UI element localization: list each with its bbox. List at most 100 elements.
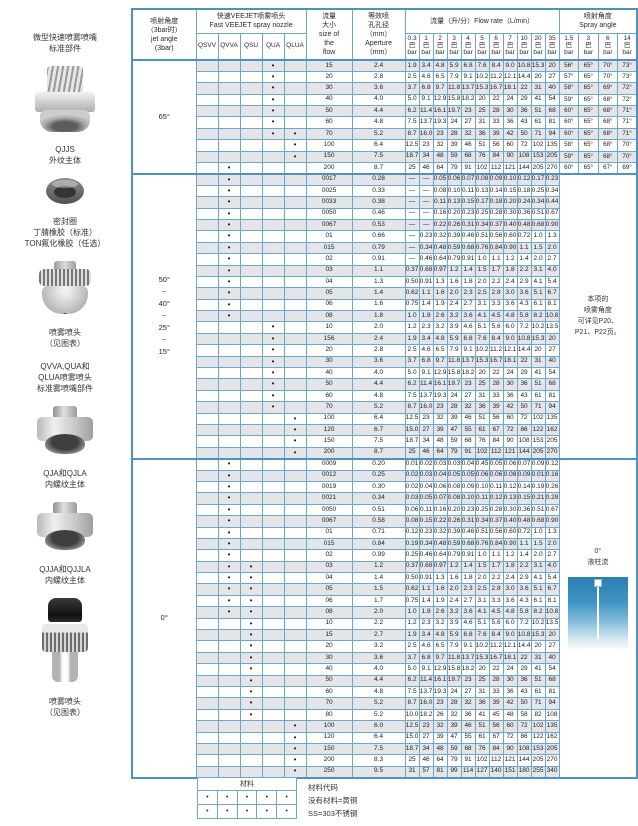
table-row: • 70 5.2 8.7 16.0 23 28 32 36 39 42 50 71 94 — [132, 401, 637, 414]
flow-rate-cell: 6.5 — [432, 70, 448, 84]
flow-rate-cell: 2.2 — [488, 572, 504, 585]
dot-cell: • — [261, 344, 285, 357]
flow-rate-cell: 0.72 — [516, 526, 532, 539]
flow-rate-cell: 13.5 — [544, 617, 560, 631]
flow-rate-cell: 2.5 — [404, 70, 420, 84]
flow-rate-cell: 81 — [544, 116, 560, 129]
aperture-cell: 4.8 — [351, 389, 406, 403]
dot-cell — [217, 412, 241, 426]
flow-rate-cell: 32 — [460, 401, 476, 414]
flow-rate-cell: 6.2 — [404, 378, 420, 391]
dot-cell — [283, 492, 307, 505]
image-layer — [53, 502, 77, 515]
dot-cell: • — [217, 241, 241, 255]
image-layer — [52, 180, 78, 188]
flow-rate-cell: 4.6 — [418, 344, 434, 357]
flow-rate-cell: 2.5 — [474, 287, 490, 300]
table-row: • 06 1.6 0.75 1.4 1.9 2.4 2.7 3.1 3.3 3.6 4.3 6.1 8.1 — [132, 298, 637, 312]
flow-rate-cell: 0.75 — [404, 594, 420, 608]
dot-cell — [261, 230, 285, 243]
flow-rate-cell: 25 — [474, 674, 490, 688]
flow-rate-cell: 15.3 — [530, 332, 546, 346]
dot-cell — [283, 480, 307, 494]
flow-rate-cell: 84 — [488, 742, 504, 756]
flow-rate-cell: 27 — [460, 116, 476, 129]
flow-rate-cell: 2.4 — [446, 298, 462, 312]
flow-rate-cell: 2.7 — [460, 298, 476, 312]
flow-rate-cell: 0.37 — [404, 560, 420, 574]
flow-rate-cell: 205 — [530, 754, 546, 767]
dot-cell — [195, 572, 219, 585]
dot-cell — [261, 742, 285, 756]
dot-cell — [217, 105, 241, 118]
dot-cell — [217, 378, 241, 391]
flow-rate-cell: 32 — [460, 127, 476, 141]
flow-rate-cell: 0.30 — [502, 207, 518, 220]
flow-rate-cell: — — [418, 184, 434, 198]
flow-rate-cell: 71 — [530, 127, 546, 141]
dot-cell — [283, 515, 307, 528]
table-row: • 60 4.8 7.5 13.7 19.3 24 27 31 33 36 43 61 81 60° 65° 6… — [132, 116, 638, 129]
spray-angle-cell: 73° — [617, 58, 638, 72]
dot-cell — [239, 401, 263, 414]
flow-rate-cell: 4.1 — [530, 572, 546, 585]
flow-rate-cell: 9.1 — [460, 70, 476, 84]
nozzle-series-header: QSVV — [195, 32, 219, 61]
flow-rate-cell: 26 — [432, 708, 448, 722]
dot-cell — [261, 196, 285, 209]
flow-rate-cell: 13.7 — [418, 389, 434, 403]
flow-rate-cell: 12.5 — [404, 720, 420, 733]
flow-rate-cell: 79 — [446, 446, 462, 460]
flow-rate-cell: 0.13 — [474, 184, 490, 198]
flow-rate-cell: 0.56 — [488, 230, 504, 243]
dot-cell — [195, 218, 219, 232]
table-row: • 08 1.8 1.0 1.8 2.6 3.2 3.6 4.1 4.5 4.8 5.8 8.2 10.8 — [132, 310, 637, 323]
flow-rate-cell: 108 — [516, 150, 532, 164]
flow-rate-cell: 1.0 — [474, 253, 490, 266]
flow-rate-cell: 64 — [432, 754, 448, 767]
flow-rate-cell: 46 — [460, 412, 476, 426]
flow-rate-cell: 3.7 — [404, 651, 420, 665]
aperture-cell: 4.4 — [351, 674, 406, 688]
flow-rate-cell: 9.0 — [502, 332, 518, 346]
dot-cell — [283, 663, 307, 676]
flow-rate-cell: 0.11 — [474, 492, 490, 505]
flow-rate-cell: 3.9 — [446, 617, 462, 631]
flow-rate-cell: 60 — [502, 412, 518, 426]
flow-rate-cell: 0.03 — [418, 469, 434, 482]
flow-rate-cell: 31 — [474, 685, 490, 699]
spray-angle-cell: 69° — [617, 161, 638, 175]
flow-rate-cell: 0.25 — [474, 503, 490, 517]
aperture-cell: 9.5 — [351, 765, 406, 779]
flow-rate-cell: 0.08 — [502, 469, 518, 482]
dot-cell: • — [283, 412, 307, 426]
flow-rate-cell: 0.36 — [516, 207, 532, 220]
flow-rate-cell: 0.67 — [544, 503, 560, 517]
flow-rate-cell: 8.7 — [404, 401, 420, 414]
spray-angle-cell: 65° — [578, 93, 599, 107]
material-row: • • • • • — [197, 790, 297, 805]
flow-rate-cell: 0.90 — [544, 218, 560, 232]
flow-rate-cell: 3.2 — [432, 617, 448, 631]
dot-cell — [261, 298, 285, 312]
flow-rate-cell: 50 — [516, 127, 532, 141]
aperture-cell: 6.4 — [351, 139, 406, 152]
flow-rate-cell: 33 — [488, 389, 504, 403]
dot-cell — [217, 663, 241, 676]
flow-rate-cell: 0.12 — [404, 526, 420, 539]
dot-cell — [261, 526, 285, 539]
dot-cell — [217, 446, 241, 460]
flow-rate-cell: 90 — [502, 435, 518, 448]
flow-rate-cell: 46 — [460, 720, 476, 733]
flow-rate-cell: 9.7 — [432, 355, 448, 369]
dot-cell — [195, 606, 219, 619]
dot-cell: • — [217, 457, 241, 471]
flow-rate-cell: 9.1 — [460, 640, 476, 653]
dot-cell — [283, 253, 307, 266]
flow-rate-cell: 16.7 — [488, 82, 504, 95]
flow-rate-cell: 112 — [488, 161, 504, 175]
flow-rate-cell: 39 — [446, 720, 462, 733]
aperture-cell: 2.7 — [351, 629, 406, 642]
dot-cell — [283, 572, 307, 585]
table-row: • 120 6.4 15.0 27 39 47 55 61 67 72 86 122 162 — [132, 731, 637, 744]
